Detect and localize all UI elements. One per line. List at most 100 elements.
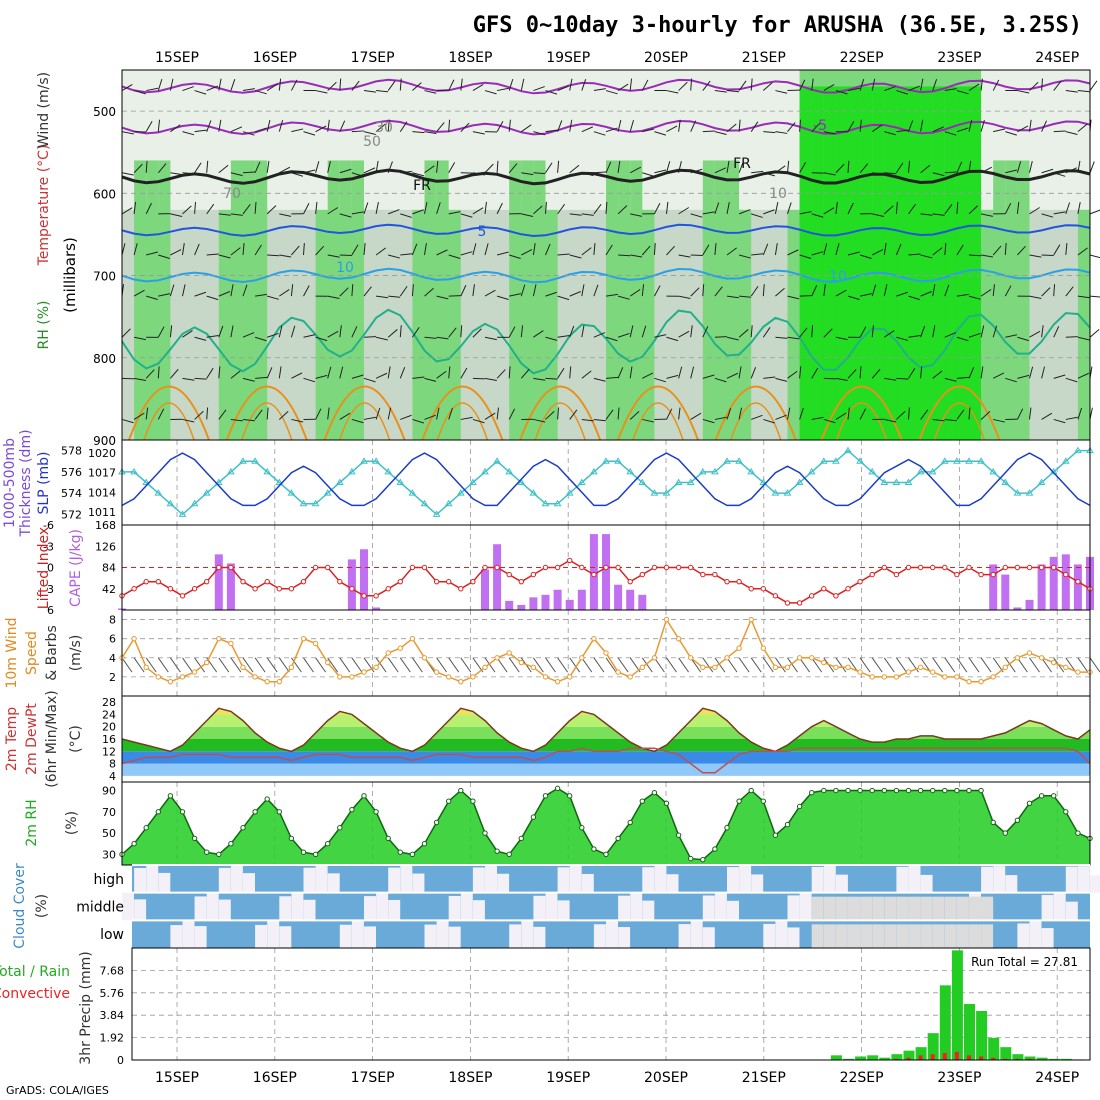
rh-shade <box>533 160 546 243</box>
wind-barb <box>145 657 157 673</box>
rh2m-line-marker <box>845 787 851 794</box>
wind-speed-line-marker <box>651 655 658 661</box>
wind-barb <box>520 368 530 379</box>
wind-speed-line-marker <box>179 674 186 680</box>
wind-barb <box>726 123 737 133</box>
wind-speed-line-marker <box>869 674 875 680</box>
wind-barb <box>1053 244 1061 256</box>
thickness-line-marker <box>1037 478 1046 485</box>
wind-barb <box>932 247 943 256</box>
wind-barb <box>654 131 667 136</box>
thickness-line-marker <box>759 478 768 485</box>
cape-bar <box>1049 556 1058 610</box>
temp-band <box>122 763 1090 776</box>
li-line-marker <box>361 593 367 599</box>
rh2m-line-marker <box>373 809 379 815</box>
date-label-bottom: 22SEP <box>840 1070 884 1086</box>
cloud-gap <box>981 866 994 893</box>
wind-barb <box>763 209 775 215</box>
wind-speed-line-marker <box>603 650 609 656</box>
wind-barb <box>278 657 290 673</box>
wind-barb <box>545 201 547 214</box>
wind-barb <box>424 414 436 420</box>
wind-barb <box>702 374 715 379</box>
li-line-marker <box>373 593 379 599</box>
cloud-gap <box>509 924 522 948</box>
temp2m-label: (6hr Min/Max) <box>44 690 60 787</box>
wind-barb <box>1065 416 1078 420</box>
cloud-layer-label: middle <box>76 900 124 916</box>
wind-barb <box>121 172 134 176</box>
cloud-gap <box>835 896 848 921</box>
rh2m-area <box>122 788 1090 865</box>
li-line-marker <box>349 586 355 592</box>
wind-speed-line-marker <box>300 635 307 642</box>
rh-shade <box>702 209 716 440</box>
thickness-line-marker <box>360 457 368 464</box>
wind-barb <box>1029 366 1034 379</box>
cloud-gap <box>835 874 848 893</box>
thickness-line-marker <box>577 478 586 485</box>
thickness-line-marker <box>590 467 598 475</box>
wind-barb <box>859 657 871 673</box>
wind-barb <box>399 325 402 338</box>
date-label-bottom: 16SEP <box>253 1070 297 1086</box>
wind-barb <box>290 284 294 297</box>
wind-barb <box>714 286 723 297</box>
rh2m-line-marker <box>966 787 972 794</box>
cloud-gap <box>218 867 231 893</box>
wind-barb <box>412 209 424 215</box>
wind-barb <box>581 284 585 297</box>
slp-tick: 1011 <box>88 506 116 519</box>
temp-tick: 4 <box>109 770 116 783</box>
wind-speed-line-marker <box>1063 664 1069 671</box>
rh-shade <box>146 209 159 440</box>
wind-barb <box>823 377 836 380</box>
wind-barb <box>932 284 936 297</box>
rh-shade <box>896 86 909 227</box>
li-line-marker <box>796 600 803 606</box>
thickness-line-marker <box>384 467 393 475</box>
li-line-marker <box>857 578 863 585</box>
wind-barb <box>605 657 617 673</box>
wind-barb <box>605 90 618 95</box>
wind-barb <box>254 161 261 173</box>
wind-barb <box>1089 209 1100 215</box>
wind-tick: 2 <box>109 671 116 684</box>
rh-shade <box>993 209 1006 440</box>
cloud-gap <box>485 865 497 893</box>
precip-conv-label: Convective <box>0 986 70 1002</box>
thickness-line-marker <box>783 489 792 496</box>
rh-shade <box>291 70 304 210</box>
wind-barb <box>339 213 352 218</box>
wind-barb <box>872 213 885 218</box>
wind-barb <box>218 291 231 297</box>
wind-barb <box>399 366 406 379</box>
cloud-gap <box>618 927 631 948</box>
cape-bar <box>989 564 998 610</box>
temp-contour <box>730 402 782 441</box>
wind-barb <box>932 325 936 338</box>
wind-barb <box>617 367 624 379</box>
temp-contour <box>632 402 684 441</box>
wind-barb <box>884 172 897 175</box>
slp-frame <box>121 439 1091 526</box>
wind-speed-line-marker <box>361 669 367 675</box>
cloud-gap <box>557 900 570 921</box>
wind-barb <box>629 289 641 297</box>
cloud-gap <box>230 865 243 893</box>
wind-barb <box>581 172 594 177</box>
wind-barb <box>145 369 155 379</box>
cape-bar <box>626 589 635 610</box>
wind-barb <box>811 285 818 297</box>
date-label-bottom: 17SEP <box>351 1070 395 1086</box>
precip-total-bar <box>1024 1056 1036 1060</box>
wind-barb <box>266 367 273 379</box>
cloud-gap <box>642 867 655 893</box>
thickness-line-marker <box>505 467 514 475</box>
wind-barb <box>726 295 739 299</box>
wind-barb <box>762 284 765 297</box>
wind-barb <box>133 163 143 174</box>
wind-barb <box>956 201 959 214</box>
wind-barb <box>291 172 304 177</box>
